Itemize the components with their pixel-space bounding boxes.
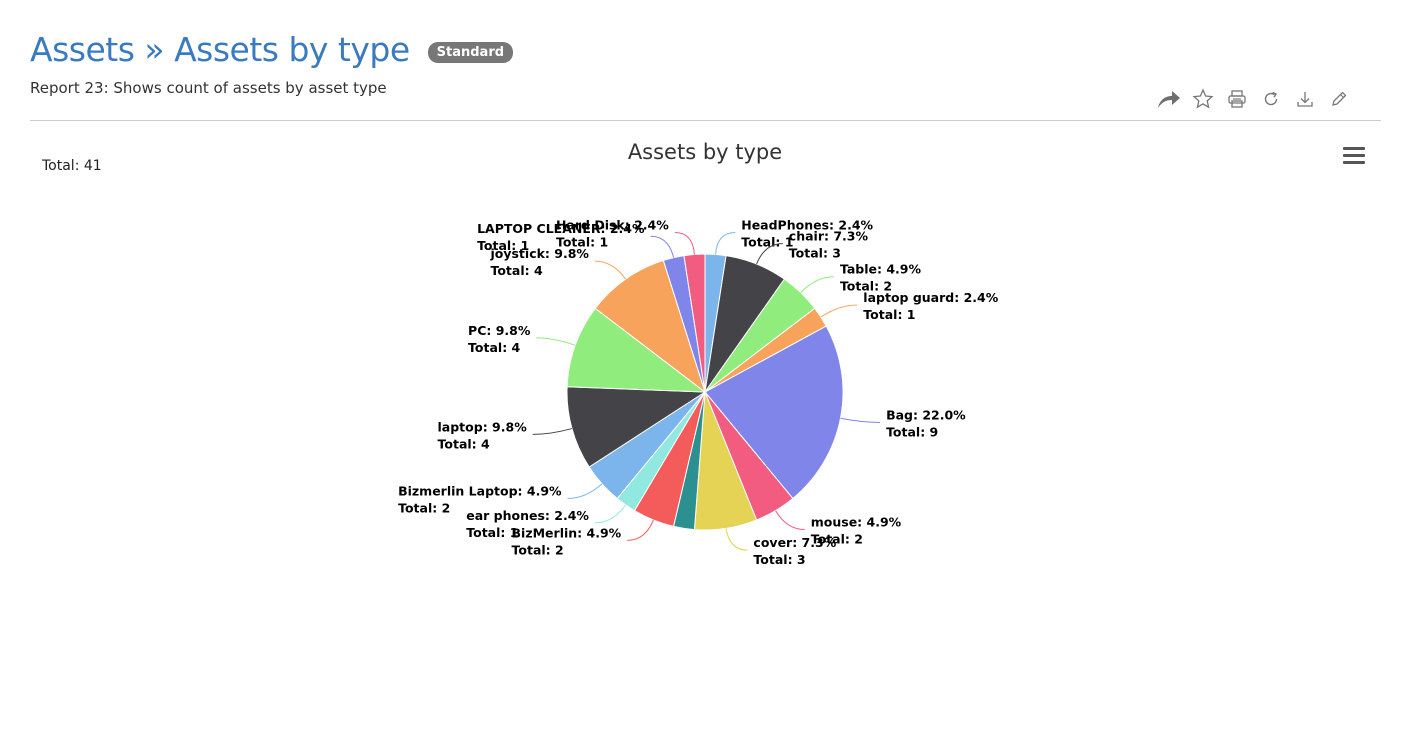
connector-chair <box>756 243 783 265</box>
page-title: Assets » Assets by type <box>30 30 410 69</box>
connector-laptop-guard <box>820 304 858 318</box>
connector-ear-phones <box>594 504 627 524</box>
data-total-joystick: Total: 4 <box>490 263 542 278</box>
data-total-laptop-guard: Total: 1 <box>863 307 915 322</box>
connector-pc <box>536 337 576 346</box>
data-total-ear-phones: Total: 1 <box>466 525 518 540</box>
connector-bag <box>840 417 881 423</box>
data-total-laptop: Total: 4 <box>438 436 490 451</box>
refresh-icon[interactable] <box>1254 86 1288 112</box>
download-icon[interactable] <box>1288 86 1322 112</box>
data-total-cover: Total: 3 <box>753 552 805 567</box>
data-label-table: Table: 4.9% <box>840 262 922 277</box>
connector-joystick <box>594 260 627 280</box>
connector-mouse <box>775 510 805 531</box>
print-icon[interactable] <box>1220 86 1254 112</box>
chart-title: Assets by type <box>627 140 783 164</box>
data-label-ear-phones: ear phones: 2.4% <box>466 508 589 523</box>
data-label-pc: PC: 9.8% <box>468 323 531 338</box>
star-icon[interactable] <box>1186 86 1220 112</box>
chart-menu-icon[interactable] <box>1343 147 1365 167</box>
data-label-bizmerlin: BizMerlin: 4.9% <box>512 525 622 540</box>
data-label-hard-disk: Hard Disk: 2.4% <box>556 217 669 232</box>
data-total-bizmerlin: Total: 2 <box>512 542 564 557</box>
total-count: Total: 41 <box>42 158 102 174</box>
standard-badge: Standard <box>427 42 514 63</box>
report-toolbar <box>1152 86 1356 112</box>
edit-icon[interactable] <box>1322 86 1356 112</box>
data-total-bizmerlin-laptop: Total: 2 <box>398 500 450 515</box>
connector-table <box>800 276 834 293</box>
connector-bizmerlin-laptop <box>567 483 603 499</box>
pie-slice-joystick[interactable] <box>594 259 706 394</box>
data-total-hard-disk: Total: 1 <box>556 234 608 249</box>
report-description: Report 23: Shows count of assets by asse… <box>30 79 387 97</box>
data-label-cover: cover: 7.3% <box>753 535 836 550</box>
data-label-bag: Bag: 22.0% <box>886 407 966 422</box>
data-total-bag: Total: 9 <box>886 424 938 439</box>
pie-slice-laptop[interactable] <box>566 386 707 468</box>
header-divider <box>30 120 1381 121</box>
data-label-laptop-cleaner: LAPTOP CLEANER: 2.4% <box>477 221 645 236</box>
connector-laptop <box>532 428 573 435</box>
connector-laptop-cleaner <box>650 235 675 258</box>
data-label-mouse: mouse: 4.9% <box>811 515 902 530</box>
data-label-chair: chair: 7.3% <box>789 229 869 244</box>
data-total-table: Total: 2 <box>840 279 892 294</box>
data-total-chair: Total: 3 <box>789 246 841 261</box>
data-label-bizmerlin-laptop: Bizmerlin Laptop: 4.9% <box>398 483 562 498</box>
page-header: Assets » Assets by type Standard Report … <box>30 30 1381 97</box>
title-row: Assets » Assets by type Standard <box>30 30 1381 69</box>
pie-slice-pc[interactable] <box>566 307 707 393</box>
connector-headphones <box>715 231 736 255</box>
connector-hard-disk <box>674 231 695 255</box>
data-total-mouse: Total: 2 <box>811 532 863 547</box>
data-total-laptop-cleaner: Total: 1 <box>477 238 529 253</box>
data-label-headphones: HeadPhones: 2.4% <box>741 217 873 232</box>
data-label-joystick: joystick: 9.8% <box>489 246 589 261</box>
data-label-laptop: laptop: 9.8% <box>438 419 528 434</box>
data-label-laptop-guard: laptop guard: 2.4% <box>863 290 998 305</box>
connector-cover <box>725 528 748 551</box>
data-total-pc: Total: 4 <box>468 340 520 355</box>
data-total-headphones: Total: 1 <box>741 234 793 249</box>
connector-bizmerlin <box>627 519 654 541</box>
share-icon[interactable] <box>1152 86 1186 112</box>
